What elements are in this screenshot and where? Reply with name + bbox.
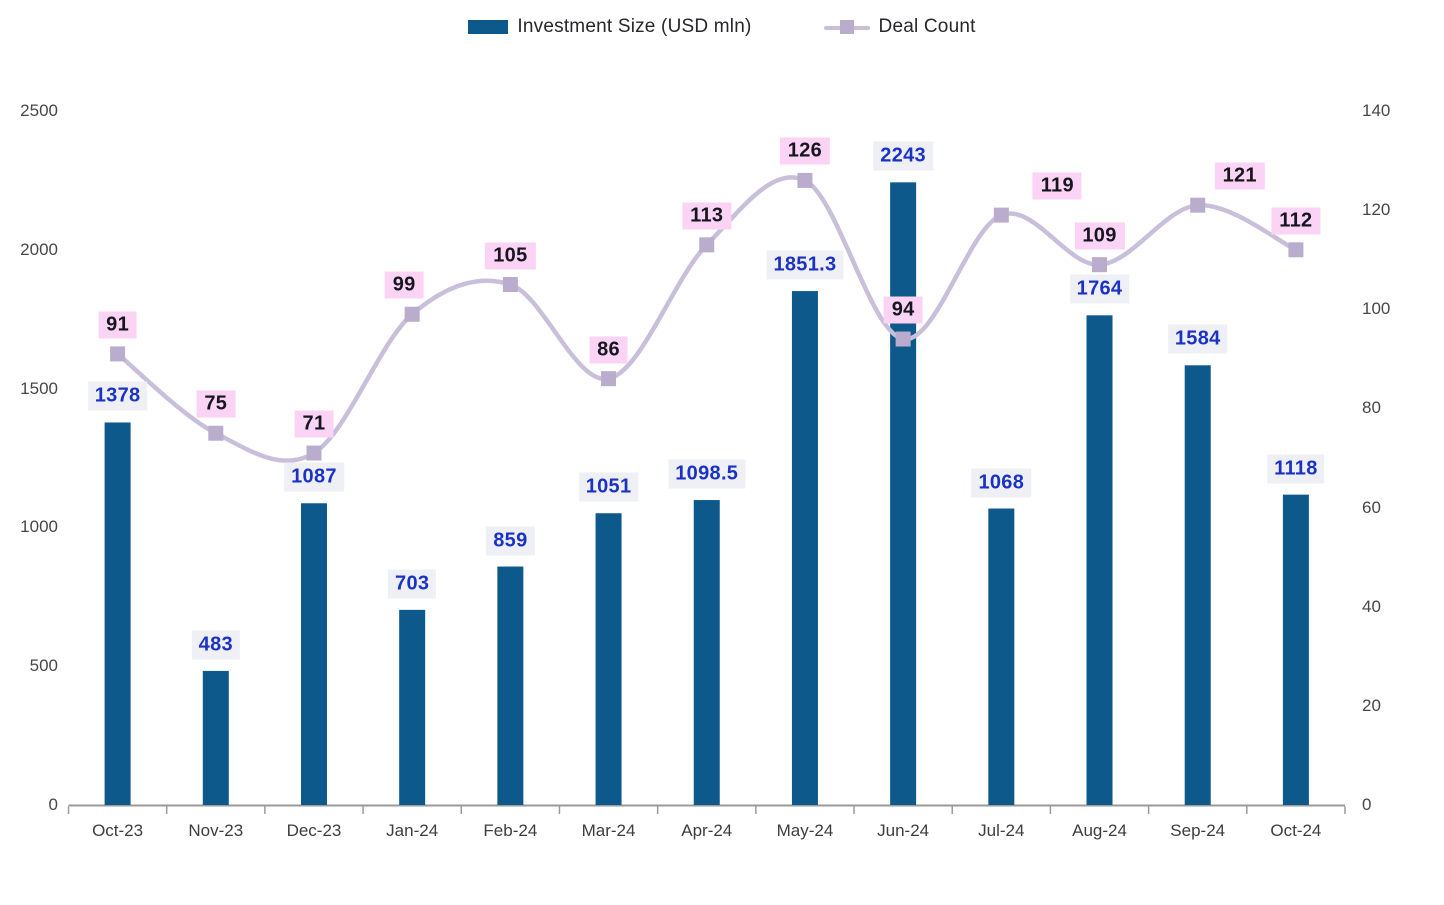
- bar-value-label: 859: [486, 526, 535, 556]
- y-axis-tick-label-right: 20: [1362, 695, 1381, 715]
- bar-value-label: 1378: [87, 381, 148, 411]
- deal-count-marker: [306, 445, 322, 461]
- x-axis-label: Jul-24: [978, 821, 1025, 840]
- bar: [497, 566, 524, 805]
- deal-count-label: 99: [384, 271, 424, 299]
- deal-count-line-swatch-icon: [823, 19, 870, 35]
- y-axis-tick-label-left: 2000: [20, 239, 58, 259]
- deal-count-label: 112: [1271, 207, 1321, 235]
- y-axis-tick-label-right: 100: [1362, 299, 1391, 319]
- bar: [104, 422, 131, 805]
- y-axis-tick-label-left: 2500: [20, 101, 58, 120]
- x-axis-label: May-24: [776, 821, 834, 840]
- deal-count-label: 94: [883, 296, 923, 324]
- legend-label-investment: Investment Size (USD mln): [517, 16, 752, 37]
- bar: [1184, 365, 1211, 805]
- bar: [1086, 315, 1113, 805]
- deal-count-marker: [404, 306, 420, 322]
- bar-value-label: 1068: [971, 468, 1032, 498]
- bar: [595, 513, 622, 805]
- bar-value-label: 483: [191, 630, 240, 660]
- bar-value-label: 1851.3: [766, 250, 844, 280]
- deal-count-marker: [601, 371, 617, 387]
- deal-count-marker: [1092, 257, 1108, 273]
- deal-count-label: 113: [682, 202, 732, 230]
- legend-item-deal-count: Deal Count: [823, 16, 976, 38]
- bar: [202, 670, 229, 805]
- x-axis-label: Dec-23: [286, 821, 342, 840]
- deal-count-label: 86: [589, 336, 628, 364]
- legend: Investment Size (USD mln) Deal Count: [0, 16, 1444, 38]
- bar-value-label: 1584: [1167, 324, 1228, 354]
- bar-value-label: 1051: [578, 472, 639, 502]
- deal-count-marker: [895, 331, 911, 347]
- deal-count-label: 75: [196, 390, 236, 418]
- deal-count-marker: [110, 346, 126, 362]
- deal-count-label: 119: [1032, 172, 1082, 200]
- deal-count-marker: [1190, 197, 1206, 213]
- deal-count-label: 126: [779, 137, 831, 165]
- x-axis-label: Oct-23: [92, 821, 144, 840]
- x-axis-label: Aug-24: [1072, 821, 1127, 840]
- x-axis-label: Feb-24: [483, 821, 538, 840]
- bar: [890, 182, 917, 805]
- bar-value-label: 703: [388, 569, 437, 599]
- bar: [693, 500, 720, 805]
- y-axis-tick-label-left: 1500: [20, 378, 58, 398]
- deal-count-label: 109: [1074, 222, 1125, 250]
- y-axis-tick-label-right: 0: [1362, 795, 1372, 814]
- x-axis-label: Oct-24: [1270, 821, 1322, 840]
- y-axis-tick-label-left: 1000: [20, 517, 58, 537]
- x-axis-label: Jan-24: [386, 821, 439, 840]
- deal-count-marker: [993, 207, 1009, 223]
- legend-label-deal-count: Deal Count: [878, 16, 976, 37]
- bar: [988, 508, 1015, 805]
- deal-count-label: 91: [98, 311, 138, 339]
- deal-count-marker: [1288, 242, 1304, 258]
- bar: [1282, 494, 1309, 805]
- deal-count-marker: [502, 277, 518, 292]
- bar: [399, 609, 426, 805]
- deal-count-marker: [699, 237, 715, 253]
- bar: [791, 291, 818, 806]
- x-axis-label: Mar-24: [581, 821, 636, 840]
- y-axis-tick-label-right: 40: [1362, 596, 1381, 616]
- deal-count-marker: [208, 425, 224, 441]
- deal-count-marker: [797, 172, 813, 188]
- legend-item-investment: Investment Size (USD mln): [468, 16, 751, 38]
- deal-count-label: 105: [485, 242, 536, 269]
- x-axis-label: Nov-23: [188, 821, 244, 840]
- bar-value-label: 1087: [284, 462, 344, 492]
- y-axis-tick-label-left: 500: [29, 656, 58, 676]
- x-axis-label: Apr-24: [681, 821, 733, 840]
- bar-value-label: 2243: [873, 141, 933, 171]
- y-axis-tick-label-right: 120: [1362, 200, 1391, 220]
- bar-value-label: 1118: [1267, 454, 1325, 484]
- deal-count-label: 71: [294, 410, 334, 438]
- bar: [300, 503, 327, 805]
- bar-value-label: 1098.5: [668, 459, 746, 489]
- x-axis-label: Jun-24: [877, 821, 930, 840]
- y-axis-tick-label-right: 60: [1362, 497, 1381, 517]
- y-axis-tick-label-right: 80: [1362, 398, 1381, 418]
- y-axis-tick-label-left: 0: [48, 795, 58, 814]
- x-axis-label: Sep-24: [1170, 821, 1226, 840]
- bar-value-label: 1764: [1069, 274, 1130, 304]
- y-axis-tick-label-right: 140: [1362, 101, 1391, 120]
- investment-bar-swatch-icon: [468, 20, 509, 34]
- deal-count-label: 121: [1214, 162, 1265, 190]
